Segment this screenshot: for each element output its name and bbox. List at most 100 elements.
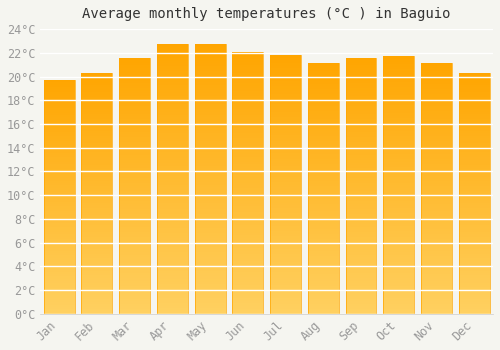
Bar [421,144,452,146]
Bar [270,309,301,311]
Bar [421,301,452,304]
Bar [346,224,376,227]
Bar [119,163,150,165]
Bar [308,91,338,93]
Bar [384,134,414,136]
Bar [346,222,376,224]
Bar [194,141,226,144]
Bar [346,311,376,314]
Bar [458,150,490,153]
Bar [270,278,301,280]
Bar [194,222,226,225]
Bar [384,247,414,250]
Bar [82,153,112,155]
Bar [157,69,188,71]
Bar [458,201,490,203]
Bar [346,204,376,206]
Bar [119,93,150,96]
Bar [82,225,112,227]
Bar [458,225,490,227]
Bar [194,168,226,171]
Bar [44,83,74,85]
Bar [458,174,490,176]
Bar [232,206,264,209]
Bar [232,120,264,122]
Bar [308,246,338,249]
Bar [157,193,188,195]
Bar [157,249,188,252]
Bar [270,244,301,247]
Bar [82,73,112,75]
Bar [194,55,226,58]
Bar [270,226,301,229]
Bar [270,260,301,262]
Bar [346,134,376,137]
Bar [270,239,301,241]
Bar [82,172,112,174]
Bar [157,74,188,77]
Bar [384,128,414,131]
Bar [458,102,490,104]
Bar [421,113,452,116]
Bar [232,177,264,180]
Bar [194,308,226,311]
Bar [458,263,490,266]
Bar [194,281,226,284]
Bar [44,80,74,83]
Bar [232,72,264,75]
Bar [194,179,226,182]
Bar [44,239,74,241]
Bar [421,214,452,216]
Bar [421,178,452,181]
Bar [44,188,74,190]
Bar [308,141,338,144]
Bar [119,170,150,173]
Bar [421,126,452,128]
Bar [157,96,188,98]
Bar [119,111,150,114]
Bar [270,146,301,148]
Bar [384,75,414,77]
Bar [232,240,264,243]
Bar [44,148,74,150]
Bar [384,255,414,257]
Bar [44,206,74,209]
Bar [119,268,150,270]
Bar [119,152,150,155]
Bar [384,62,414,64]
Bar [421,136,452,139]
Bar [157,222,188,225]
Bar [157,273,188,276]
Bar [270,197,301,200]
Bar [44,274,74,276]
Bar [384,280,414,283]
Bar [119,132,150,134]
Bar [421,146,452,149]
Bar [194,260,226,263]
Bar [421,108,452,111]
Bar [458,153,490,155]
Bar [421,221,452,224]
Bar [384,126,414,128]
Bar [270,234,301,236]
Bar [232,151,264,154]
Bar [119,204,150,206]
Bar [270,89,301,91]
Bar [346,137,376,140]
Bar [119,191,150,194]
Bar [82,259,112,261]
Bar [194,71,226,74]
Bar [421,201,452,204]
Bar [421,86,452,89]
Bar [308,281,338,284]
Bar [346,122,376,124]
Bar [232,309,264,311]
Bar [157,158,188,160]
Bar [270,200,301,203]
Bar [308,69,338,71]
Bar [157,182,188,184]
Bar [346,99,376,101]
Bar [384,303,414,306]
Bar [232,282,264,285]
Bar [346,194,376,196]
